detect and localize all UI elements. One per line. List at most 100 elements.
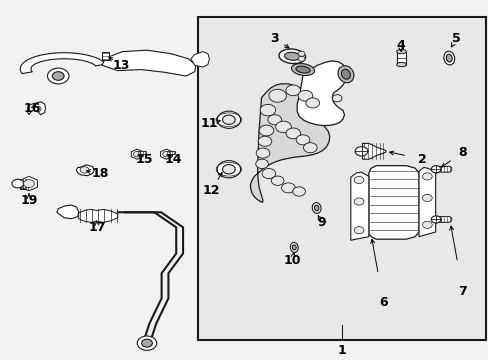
Text: 4: 4	[395, 39, 404, 52]
Polygon shape	[436, 166, 451, 172]
Polygon shape	[20, 179, 29, 189]
Circle shape	[137, 336, 157, 350]
Circle shape	[430, 166, 440, 173]
Circle shape	[23, 180, 34, 188]
Circle shape	[52, 72, 64, 80]
Circle shape	[222, 115, 235, 125]
Polygon shape	[396, 51, 406, 64]
Circle shape	[331, 95, 341, 102]
Polygon shape	[297, 61, 346, 126]
Circle shape	[285, 85, 300, 96]
Circle shape	[298, 51, 305, 56]
Circle shape	[217, 111, 240, 129]
Polygon shape	[190, 51, 209, 67]
Circle shape	[281, 183, 295, 193]
Circle shape	[133, 152, 141, 157]
Polygon shape	[131, 149, 143, 159]
Circle shape	[292, 187, 305, 196]
Text: 5: 5	[451, 32, 460, 45]
Ellipse shape	[292, 245, 296, 250]
Text: 12: 12	[202, 184, 220, 197]
Text: 19: 19	[20, 194, 38, 207]
Polygon shape	[20, 176, 38, 191]
Circle shape	[305, 98, 319, 108]
Ellipse shape	[290, 242, 298, 252]
Ellipse shape	[295, 66, 309, 73]
Text: 9: 9	[317, 216, 325, 229]
Text: 3: 3	[270, 32, 279, 45]
Circle shape	[260, 104, 275, 116]
Circle shape	[163, 152, 170, 157]
Circle shape	[268, 89, 286, 102]
Circle shape	[430, 216, 440, 223]
Circle shape	[353, 198, 363, 205]
Circle shape	[422, 194, 431, 202]
Circle shape	[271, 176, 284, 185]
Bar	[137, 150, 146, 154]
Circle shape	[259, 125, 273, 136]
Ellipse shape	[314, 205, 318, 211]
Circle shape	[33, 106, 41, 112]
Polygon shape	[350, 172, 368, 240]
Circle shape	[285, 128, 300, 139]
Polygon shape	[57, 205, 79, 219]
Circle shape	[298, 56, 305, 61]
Circle shape	[422, 173, 431, 180]
Ellipse shape	[291, 64, 314, 76]
Circle shape	[47, 68, 69, 84]
Circle shape	[275, 121, 291, 133]
Ellipse shape	[396, 49, 406, 54]
Text: 13: 13	[113, 59, 130, 72]
Text: 6: 6	[378, 296, 387, 309]
Polygon shape	[27, 102, 45, 115]
Text: 14: 14	[165, 153, 182, 166]
Text: 7: 7	[458, 285, 467, 298]
Text: 17: 17	[88, 221, 106, 234]
Polygon shape	[20, 53, 106, 73]
Ellipse shape	[341, 69, 350, 79]
Text: 8: 8	[458, 145, 467, 158]
Polygon shape	[362, 143, 385, 159]
Circle shape	[217, 161, 240, 178]
Polygon shape	[368, 166, 418, 239]
Polygon shape	[250, 84, 329, 202]
Text: 15: 15	[136, 153, 153, 166]
Polygon shape	[436, 217, 451, 222]
Polygon shape	[160, 149, 172, 159]
Text: 1: 1	[337, 344, 346, 357]
Circle shape	[142, 339, 152, 347]
Circle shape	[262, 168, 275, 179]
Circle shape	[256, 148, 269, 158]
Bar	[166, 150, 175, 154]
Polygon shape	[102, 51, 109, 60]
Circle shape	[353, 226, 363, 234]
Circle shape	[422, 221, 431, 228]
Ellipse shape	[396, 62, 406, 67]
Circle shape	[353, 176, 363, 184]
Polygon shape	[102, 50, 195, 76]
Circle shape	[222, 165, 235, 174]
Circle shape	[296, 135, 309, 145]
Bar	[198, 17, 485, 339]
Circle shape	[267, 115, 281, 125]
Circle shape	[354, 147, 367, 156]
Ellipse shape	[446, 54, 451, 62]
Text: 16: 16	[23, 103, 41, 116]
Circle shape	[80, 167, 89, 173]
Circle shape	[298, 90, 312, 101]
Circle shape	[303, 143, 317, 153]
Text: 11: 11	[200, 117, 218, 130]
Polygon shape	[418, 167, 435, 237]
Polygon shape	[76, 165, 94, 176]
Text: 10: 10	[283, 254, 301, 267]
Ellipse shape	[337, 66, 353, 83]
Polygon shape	[79, 210, 118, 222]
Circle shape	[255, 159, 268, 168]
Ellipse shape	[312, 203, 321, 213]
Ellipse shape	[443, 51, 454, 65]
Circle shape	[258, 136, 271, 146]
Ellipse shape	[284, 52, 300, 60]
Circle shape	[12, 179, 23, 188]
Text: 2: 2	[417, 153, 426, 166]
Text: 18: 18	[92, 167, 109, 180]
